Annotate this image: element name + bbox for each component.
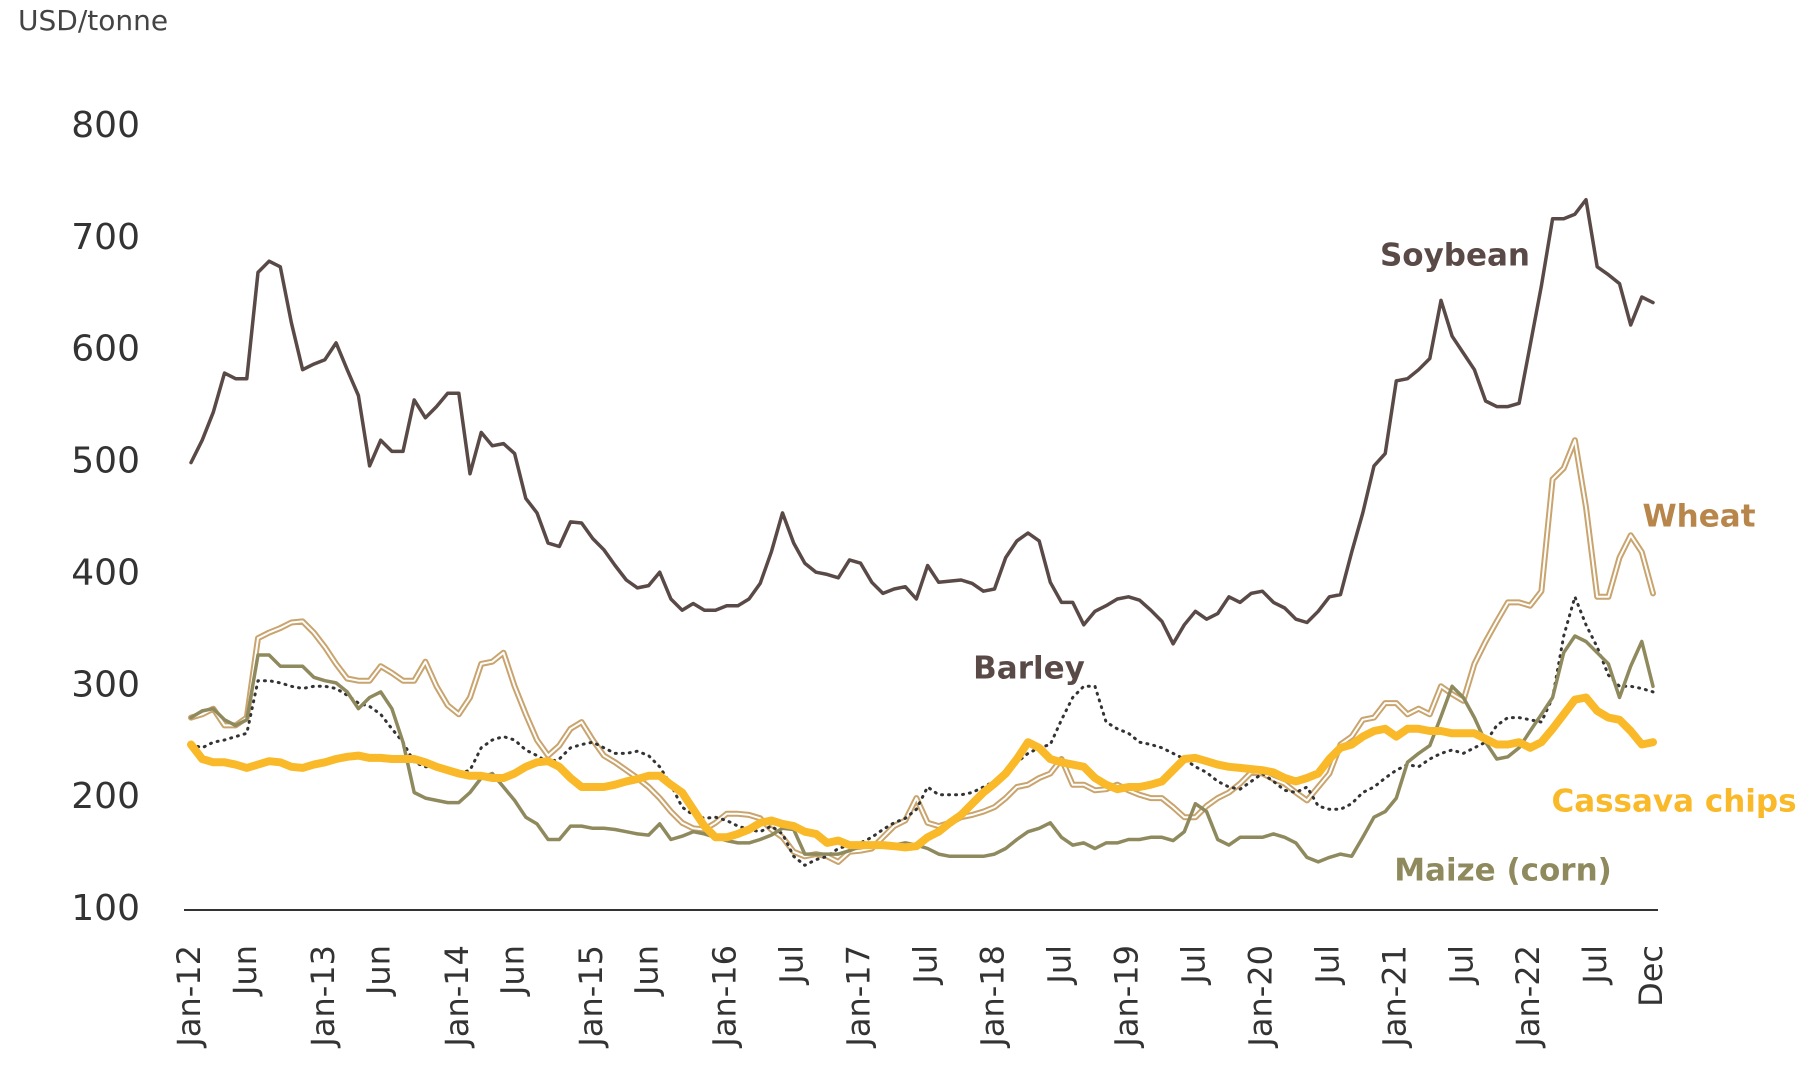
x-tick-label: Jul (1442, 945, 1480, 986)
x-tick-label: Jan-13 (304, 945, 342, 1049)
x-tick-label: Jul (1308, 945, 1346, 986)
y-tick-label: 200 (71, 776, 140, 817)
series-label: Barley (973, 651, 1085, 687)
x-tick-label: Jan-14 (438, 945, 476, 1049)
y-tick-label: 600 (71, 329, 140, 370)
x-tick-label: Jan-22 (1509, 945, 1547, 1049)
series-label: Maize (corn) (1394, 853, 1612, 889)
x-tick-label: Jul (773, 945, 811, 986)
x-tick-label: Jun (360, 945, 398, 997)
line-series-inner (190, 439, 1654, 863)
x-tick-label: Jan-15 (572, 945, 610, 1049)
line-series (187, 693, 1657, 852)
x-tick-label: Jun (494, 945, 532, 997)
x-tick-label: Jul (1174, 945, 1212, 986)
line-series (189, 197, 1655, 646)
series-label: Wheat (1642, 499, 1755, 535)
x-tick-label: Jun (226, 945, 264, 997)
y-tick-label: 400 (71, 552, 140, 593)
y-axis-label: USD/tonne (18, 4, 168, 37)
x-tick-label: Jan-19 (1107, 945, 1145, 1049)
series-label: Soybean (1380, 238, 1530, 274)
x-tick-label: Jan-20 (1241, 945, 1279, 1049)
y-tick-label: 100 (71, 888, 140, 929)
x-tick-label: Jan-18 (974, 945, 1012, 1049)
series-label: Cassava chips (1551, 784, 1796, 820)
y-tick-label: 800 (71, 105, 140, 146)
x-tick-label: Jan-17 (840, 945, 878, 1049)
x-tick-label: Jul (1041, 945, 1079, 986)
x-tick-label: Jan-12 (170, 945, 208, 1049)
line-series (189, 634, 1655, 864)
y-tick-label: 300 (71, 664, 140, 705)
y-tick-label: 700 (71, 217, 140, 258)
x-tick-label: Jul (907, 945, 945, 986)
x-tick-label: Jan-21 (1375, 945, 1413, 1049)
x-tick-label: Jul (1576, 945, 1614, 986)
x-tick-label: Jan-16 (706, 945, 744, 1049)
x-tick-label: Jun (628, 945, 666, 997)
x-tick-label: Dec (1632, 945, 1670, 1007)
y-tick-label: 500 (71, 441, 140, 482)
